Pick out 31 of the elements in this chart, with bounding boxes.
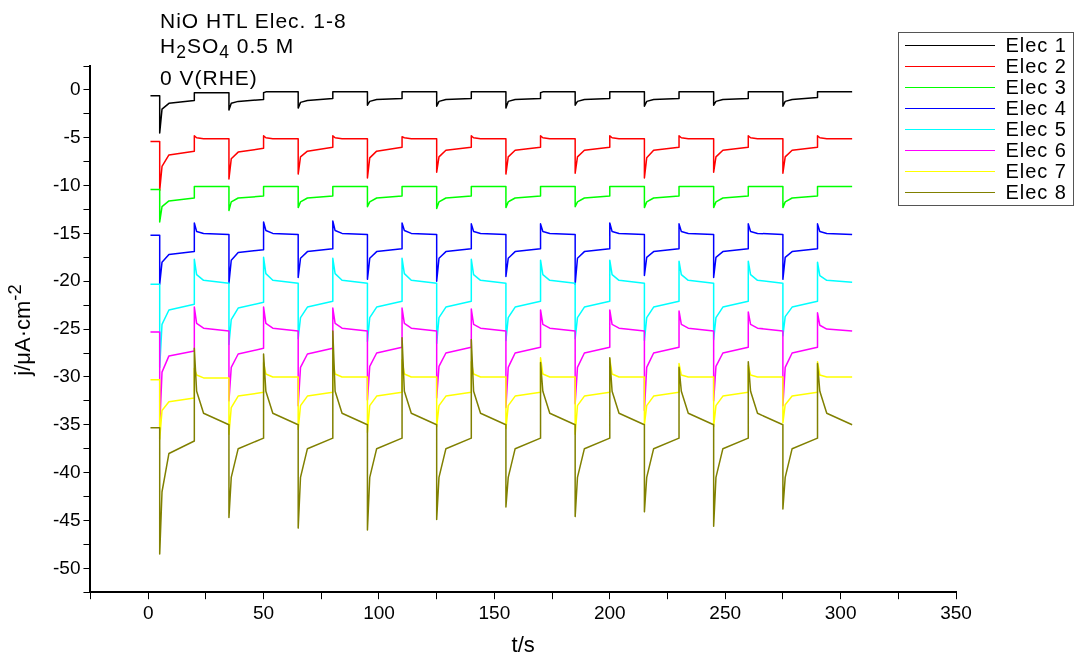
y-tick-label: -15 [52, 221, 81, 243]
x-tick-label: 300 [824, 601, 857, 623]
y-tick-label: -20 [52, 269, 81, 291]
legend-label: Elec 2 [1005, 55, 1067, 78]
x-tick-label: 0 [142, 601, 154, 623]
y-tick-label: -30 [52, 365, 81, 387]
y-tick-label: 0 [69, 78, 81, 100]
x-tick-label: 50 [253, 601, 275, 623]
y-tick-label: -25 [52, 317, 81, 339]
y-tick-label: -45 [52, 508, 81, 530]
legend-label: Elec 4 [1005, 97, 1067, 120]
legend-label: Elec 8 [1005, 181, 1067, 204]
legend-label: Elec 3 [1005, 76, 1067, 99]
x-tick-label: 350 [940, 601, 972, 623]
y-tick-label: -35 [52, 413, 81, 435]
legend-label: Elec 6 [1005, 139, 1067, 162]
legend-label: Elec 5 [1005, 118, 1067, 141]
legend-label: Elec 1 [1005, 34, 1067, 57]
x-tick-label: 250 [709, 601, 742, 623]
y-tick-label: -40 [52, 460, 81, 482]
chart-title: NiO HTL Elec. 1-8 [160, 8, 347, 33]
y-tick-label: -10 [52, 173, 81, 195]
x-tick-label: 200 [593, 601, 626, 623]
legend-label: Elec 7 [1005, 160, 1067, 183]
y-tick-label: -50 [52, 556, 81, 578]
x-tick-label: 100 [363, 601, 395, 623]
chart-subtitle: H$_{2}$SO$_{4}$ 0.5 M [160, 33, 296, 65]
y-tick-label: -5 [63, 125, 81, 147]
annotation: 0 V(RHE) [160, 65, 259, 91]
x-axis-title: t/s [511, 632, 535, 658]
x-tick-label: 150 [478, 601, 511, 623]
